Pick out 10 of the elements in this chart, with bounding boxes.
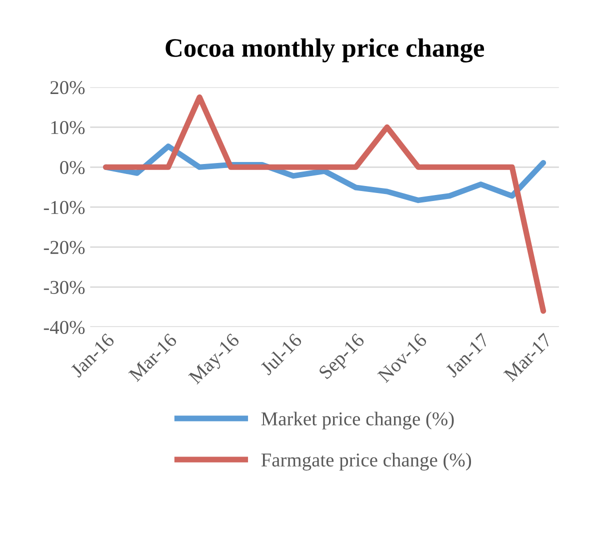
y-tick-label: -40% — [44, 320, 85, 334]
legend-label: Farmgate price change (%) — [261, 452, 472, 471]
y-tick-label: 20% — [50, 81, 85, 94]
y-tick-label: -10% — [44, 200, 85, 214]
y-tick-label: -20% — [44, 240, 85, 254]
y-tick-label: 0% — [60, 160, 85, 174]
legend-label: Market price change (%) — [261, 412, 454, 430]
y-tick-label: 10% — [51, 120, 85, 134]
chart-title: Cocoa monthly price change — [166, 38, 484, 62]
y-tick-label: -30% — [44, 280, 85, 294]
